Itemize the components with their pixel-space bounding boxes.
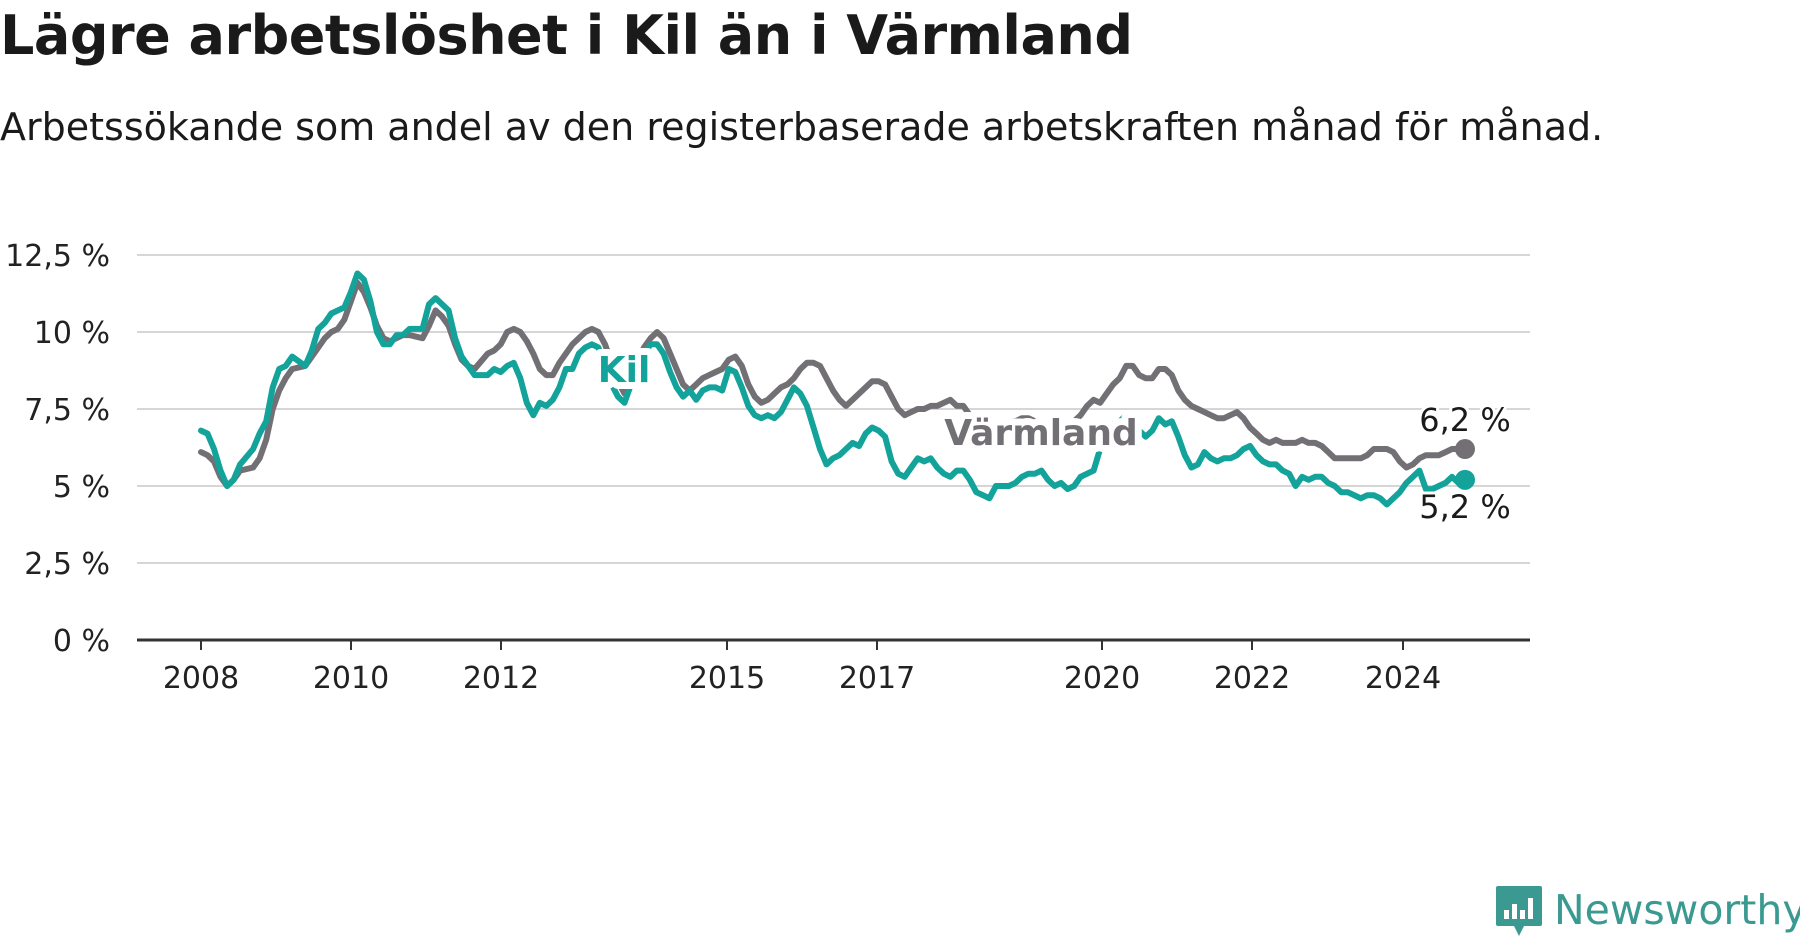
y-tick-label: 0 % <box>53 624 110 659</box>
end-marker-kil <box>1455 469 1475 490</box>
chart-title: Lägre arbetslöshet i Kil än i Värmland <box>0 4 1133 67</box>
y-tick-label: 2,5 % <box>24 547 110 582</box>
x-tick-label: 2022 <box>1214 661 1290 696</box>
x-tick-label: 2008 <box>163 661 239 696</box>
x-tick-label: 2017 <box>839 661 915 696</box>
series-label-kil: Kil <box>598 350 651 391</box>
x-tick-label: 2015 <box>689 661 765 696</box>
x-axis: 2008 2010 2012 2015 2017 2020 2022 2024 <box>163 640 1441 696</box>
y-tick-label: 10 % <box>34 316 110 351</box>
end-label-varmland: 6,2 % <box>1419 401 1510 439</box>
series-labels: Kil Värmland <box>591 343 1145 461</box>
x-tick-label: 2024 <box>1365 661 1441 696</box>
series-line-kil <box>198 270 1468 508</box>
x-tick-label: 2012 <box>463 661 539 696</box>
end-markers: 6,2 % 5,2 % <box>1416 398 1513 529</box>
series-line-varmland <box>198 279 1468 489</box>
series-label-varmland: Värmland <box>944 413 1137 454</box>
newsworthy-logo: Newsworthy <box>1494 884 1800 936</box>
chart-subtitle: Arbetssökande som andel av den registerb… <box>0 105 1604 149</box>
newsworthy-logo-icon <box>1494 884 1544 936</box>
x-tick-label: 2020 <box>1064 661 1140 696</box>
y-tick-label: 12,5 % <box>5 239 110 274</box>
y-tick-label: 7,5 % <box>24 393 110 428</box>
end-marker-varmland <box>1455 439 1475 460</box>
end-label-kil: 5,2 % <box>1419 488 1510 526</box>
y-axis-labels: 0 % 2,5 % 5 % 7,5 % 10 % 12,5 % <box>5 239 110 659</box>
y-tick-label: 5 % <box>53 470 110 505</box>
series-lines <box>198 270 1468 508</box>
brand-name: Newsworthy <box>1554 886 1800 934</box>
x-tick-label: 2010 <box>313 661 389 696</box>
